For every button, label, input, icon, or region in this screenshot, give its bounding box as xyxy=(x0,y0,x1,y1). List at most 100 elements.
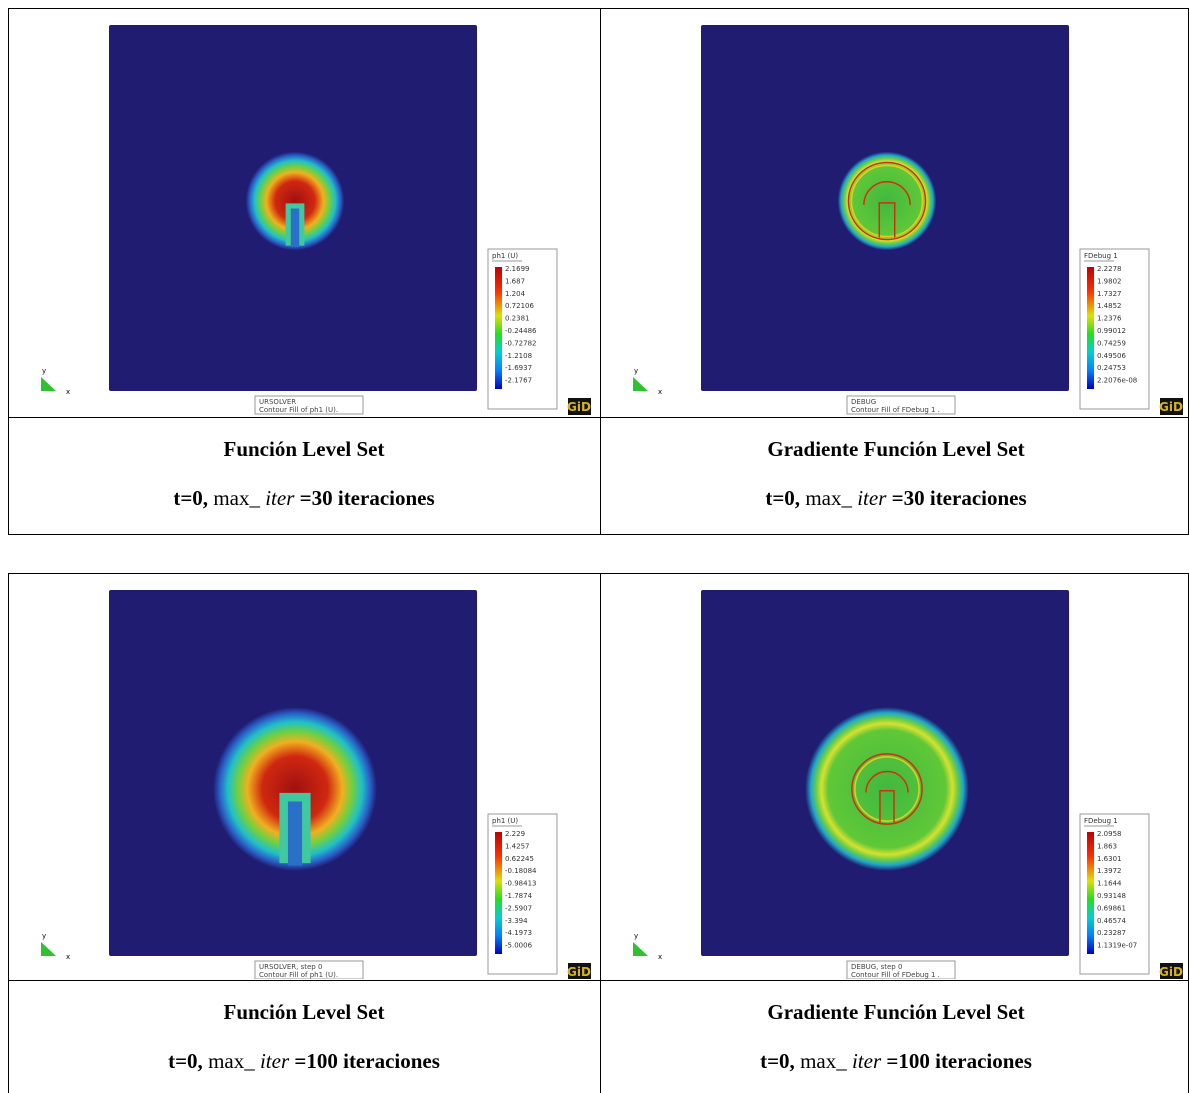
legend-value: 1.4852 xyxy=(1097,302,1122,310)
legend-value: -4.1973 xyxy=(505,929,532,937)
legend-value: 2.2278 xyxy=(1097,265,1122,273)
axis-label: y xyxy=(42,367,46,375)
legend-value: 0.46574 xyxy=(1097,917,1126,925)
caption-time: t=0, xyxy=(765,486,801,510)
legend-value: 0.69861 xyxy=(1097,904,1126,912)
footer-text: URSOLVER, step 0 xyxy=(259,963,322,971)
caption-title-text: Función Level Set xyxy=(223,1000,385,1024)
legend-value: 0.72106 xyxy=(505,302,534,310)
legend-value: -5.0006 xyxy=(505,942,533,950)
legend-value: 1.4257 xyxy=(505,842,530,850)
axis-label: x xyxy=(66,953,70,961)
footer-text: Contour Fill of ph1 (U). xyxy=(259,971,338,979)
contour-plot: FDebug 1 2.0958 1.863 1.6301 1.3972 1.1644 0.9… xyxy=(633,590,1183,979)
caption-max: max_ xyxy=(800,1049,847,1073)
axis-label: x xyxy=(658,388,662,396)
caption-title: Función Level Set xyxy=(10,1000,598,1025)
legend-value: 0.62245 xyxy=(505,855,534,863)
caption-count: =30 iteraciones xyxy=(891,486,1027,510)
ring xyxy=(847,161,927,241)
legend-value: -2.5907 xyxy=(505,904,532,912)
legend-value: 1.6301 xyxy=(1097,855,1122,863)
caption-max: max_ xyxy=(805,486,852,510)
axis-label: x xyxy=(66,388,70,396)
axis-label: y xyxy=(42,932,46,940)
caption-iter: iter xyxy=(851,1049,882,1073)
legend-value: 1.7327 xyxy=(1097,290,1122,298)
footer-text: Contour Fill of FDebug 1 . xyxy=(851,971,940,979)
caption-params: t=0, max_ iter =30 iteraciones xyxy=(602,486,1189,511)
legend-bar xyxy=(1087,832,1094,954)
legend-value: -1.7874 xyxy=(505,892,533,900)
notch xyxy=(290,208,300,248)
legend-value: 1.204 xyxy=(505,290,526,298)
caption-count: =100 iteraciones xyxy=(294,1049,440,1073)
caption-params: t=0, max_ iter =30 iteraciones xyxy=(10,486,598,511)
legend-title: FDebug 1 xyxy=(1084,252,1118,260)
footer-text: DEBUG, step 0 xyxy=(851,963,902,971)
caption-count: =30 iteraciones xyxy=(299,486,435,510)
contour-plot: FDebug 1 2.2278 1.9802 1.7327 1.4852 1.2376 0.… xyxy=(633,25,1183,415)
caption-max: max_ xyxy=(213,486,260,510)
footer-text: DEBUG xyxy=(851,398,876,406)
axis-label: y xyxy=(634,367,638,375)
axes-icon xyxy=(41,942,56,956)
caption-title-text: Gradiente Función Level Set xyxy=(767,1000,1025,1024)
caption-count: =100 iteraciones xyxy=(886,1049,1032,1073)
axes-icon xyxy=(633,942,648,956)
legend-value: -0.98413 xyxy=(505,880,536,888)
legend-value: -0.18084 xyxy=(505,867,537,875)
footer-text: Contour Fill of ph1 (U). xyxy=(259,406,338,414)
legend-value: 2.1699 xyxy=(505,265,530,273)
caption-title-text: Función Level Set xyxy=(223,437,385,461)
logo: GiD xyxy=(1159,400,1183,414)
legend-value: 0.49506 xyxy=(1097,352,1126,360)
footer-box xyxy=(254,395,364,415)
legend-title: FDebug 1 xyxy=(1084,817,1118,825)
footer-box xyxy=(846,395,956,415)
field-blob xyxy=(213,707,377,871)
legend-value: -0.24486 xyxy=(505,327,537,335)
legend-value: 0.2381 xyxy=(505,315,530,323)
ring xyxy=(850,164,924,238)
cell-divider xyxy=(600,573,601,1093)
footer-text: URSOLVER xyxy=(259,398,296,406)
ring xyxy=(865,770,909,793)
legend-value: -2.1767 xyxy=(505,377,532,385)
logo-box xyxy=(1160,398,1183,415)
notch xyxy=(878,202,896,238)
notch xyxy=(287,801,303,866)
legend-value: 0.74259 xyxy=(1097,339,1126,347)
caption-params: t=0, max_ iter =100 iteraciones xyxy=(10,1049,598,1074)
legend-title: ph1 (U) xyxy=(492,817,518,825)
notch xyxy=(879,790,895,823)
axis-label: y xyxy=(634,932,638,940)
legend-value: 0.24753 xyxy=(1097,364,1126,372)
caption-max: max_ xyxy=(208,1049,255,1073)
caption-title-text: Gradiente Función Level Set xyxy=(767,437,1025,461)
contour-plot: ph1 (U) 2.229 1.4257 0.62245 -0.18084 -0.9841… xyxy=(41,590,591,979)
legend-value: 1.1319e-07 xyxy=(1097,942,1137,950)
legend-value: 2.0958 xyxy=(1097,830,1122,838)
legend-value: 1.687 xyxy=(505,277,525,285)
legend-value: 0.93148 xyxy=(1097,892,1126,900)
legend-value: -0.72782 xyxy=(505,339,536,347)
footer-text: Contour Fill of FDebug 1 . xyxy=(851,406,940,414)
logo-box xyxy=(1160,963,1183,979)
field-blob xyxy=(805,707,969,871)
caption-title: Gradiente Función Level Set xyxy=(602,437,1189,462)
footer-box xyxy=(254,960,364,979)
caption-time: t=0, xyxy=(168,1049,203,1073)
logo-box xyxy=(568,398,591,415)
legend-value: -3.394 xyxy=(505,917,528,925)
legend-value: 1.3972 xyxy=(1097,867,1122,875)
legend-value: 0.23287 xyxy=(1097,929,1126,937)
legend-bar xyxy=(1087,267,1094,389)
caption-iter: iter xyxy=(259,1049,290,1073)
footer-box xyxy=(846,960,956,979)
field-blob xyxy=(837,151,937,251)
legend-value: 1.2376 xyxy=(1097,315,1122,323)
legend-value: -1.2108 xyxy=(505,352,532,360)
legend-value: 2.2076e-08 xyxy=(1097,377,1137,385)
axis-label: x xyxy=(658,953,662,961)
